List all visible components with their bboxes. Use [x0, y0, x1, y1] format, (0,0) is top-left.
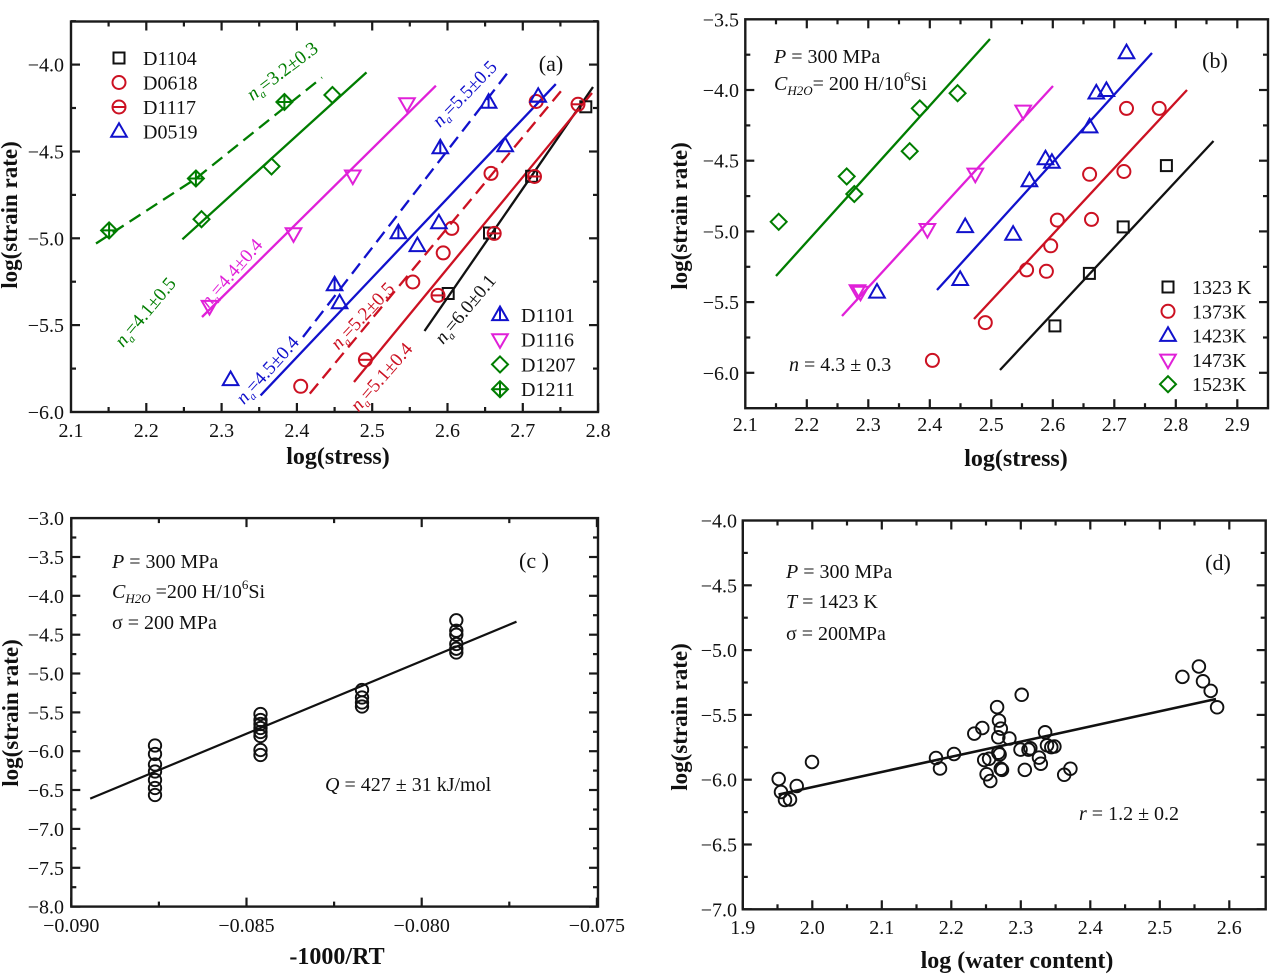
svg-text:-1000/RT: -1000/RT [289, 944, 384, 970]
svg-text:2.3: 2.3 [856, 414, 881, 436]
svg-text:log(stress): log(stress) [286, 444, 390, 470]
svg-text:−4.0: −4.0 [703, 80, 739, 102]
svg-text:−0.085: −0.085 [218, 915, 274, 937]
svg-text:P = 300 MPa: P = 300 MPa [773, 46, 880, 68]
svg-text:−4.0: −4.0 [28, 55, 64, 77]
svg-text:T = 1423 K: T = 1423 K [786, 591, 878, 613]
svg-text:σ = 200MPa: σ = 200MPa [786, 623, 886, 645]
svg-text:−8.0: −8.0 [28, 897, 64, 919]
svg-text:−5.0: −5.0 [703, 221, 739, 243]
svg-text:1.9: 1.9 [730, 917, 755, 939]
svg-text:−5.5: −5.5 [28, 702, 64, 724]
svg-text:−4.5: −4.5 [701, 575, 737, 597]
svg-text:log(strain rate): log(strain rate) [0, 141, 22, 289]
svg-text:−6.0: −6.0 [28, 402, 64, 424]
svg-text:P = 300 MPa: P = 300 MPa [785, 561, 892, 583]
svg-text:D0519: D0519 [143, 122, 197, 144]
svg-text:−4.5: −4.5 [28, 625, 64, 647]
svg-text:1473K: 1473K [1192, 350, 1247, 372]
svg-text:n = 4.3 ± 0.3: n = 4.3 ± 0.3 [789, 354, 891, 376]
svg-text:2.8: 2.8 [1163, 414, 1188, 436]
svg-text:2.3: 2.3 [209, 420, 234, 442]
svg-text:−5.0: −5.0 [701, 640, 737, 662]
svg-text:(c ): (c ) [519, 548, 549, 573]
svg-text:−4.5: −4.5 [28, 141, 64, 163]
svg-text:−5.5: −5.5 [701, 705, 737, 727]
svg-text:log(strain rate): log(strain rate) [667, 643, 692, 791]
svg-text:log(strain rate): log(strain rate) [667, 142, 692, 290]
svg-text:1373K: 1373K [1192, 301, 1247, 323]
svg-text:2.7: 2.7 [510, 420, 535, 442]
svg-text:1423K: 1423K [1192, 326, 1247, 348]
svg-text:2.6: 2.6 [1040, 414, 1065, 436]
svg-text:−4.0: −4.0 [28, 586, 64, 608]
svg-text:−5.5: −5.5 [703, 292, 739, 314]
svg-text:σ = 200 MPa: σ = 200 MPa [112, 612, 217, 634]
svg-text:−5.0: −5.0 [28, 228, 64, 250]
svg-text:2.1: 2.1 [733, 414, 758, 436]
svg-text:2.1: 2.1 [869, 917, 894, 939]
svg-text:log(strain rate): log(strain rate) [0, 639, 23, 787]
svg-text:2.6: 2.6 [1217, 917, 1242, 939]
svg-text:Q = 427 ± 31 kJ/mol: Q = 427 ± 31 kJ/mol [325, 774, 492, 796]
svg-text:2.5: 2.5 [360, 420, 385, 442]
svg-text:2.6: 2.6 [435, 420, 460, 442]
svg-text:−0.075: −0.075 [569, 915, 625, 937]
svg-text:−6.0: −6.0 [703, 363, 739, 385]
svg-text:2.2: 2.2 [794, 414, 819, 436]
svg-text:2.5: 2.5 [979, 414, 1004, 436]
svg-text:1523K: 1523K [1192, 374, 1247, 396]
svg-text:−4.5: −4.5 [703, 151, 739, 173]
svg-text:1323 K: 1323 K [1192, 277, 1252, 299]
svg-text:(d): (d) [1205, 550, 1231, 575]
svg-text:−6.5: −6.5 [28, 780, 64, 802]
svg-text:2.3: 2.3 [1008, 917, 1033, 939]
svg-text:−6.5: −6.5 [701, 835, 737, 857]
svg-text:log (water content): log (water content) [921, 948, 1114, 974]
svg-text:−7.0: −7.0 [701, 899, 737, 921]
svg-text:2.5: 2.5 [1147, 917, 1172, 939]
svg-text:D1211: D1211 [521, 379, 575, 401]
svg-text:−7.0: −7.0 [28, 819, 64, 841]
svg-text:D1117: D1117 [143, 97, 196, 119]
svg-text:log(stress): log(stress) [964, 446, 1068, 472]
svg-text:−0.090: −0.090 [43, 915, 99, 937]
svg-text:2.1: 2.1 [59, 420, 84, 442]
svg-text:r = 1.2 ± 0.2: r = 1.2 ± 0.2 [1079, 803, 1179, 825]
svg-text:(b): (b) [1202, 48, 1228, 73]
svg-text:−6.0: −6.0 [701, 770, 737, 792]
svg-text:2.0: 2.0 [800, 917, 825, 939]
svg-text:−6.0: −6.0 [28, 741, 64, 763]
svg-text:−3.5: −3.5 [703, 9, 739, 31]
svg-text:−3.0: −3.0 [28, 508, 64, 530]
svg-text:−7.5: −7.5 [28, 858, 64, 880]
svg-text:2.4: 2.4 [284, 420, 309, 442]
svg-text:−3.5: −3.5 [28, 547, 64, 569]
svg-text:2.4: 2.4 [1078, 917, 1103, 939]
svg-text:−4.0: −4.0 [701, 511, 737, 533]
svg-text:D1101: D1101 [521, 305, 575, 327]
svg-text:−0.080: −0.080 [394, 915, 450, 937]
svg-text:CH2O= 200 H/106Si: CH2O= 200 H/106Si [774, 69, 928, 98]
svg-text:−5.5: −5.5 [28, 315, 64, 337]
svg-text:2.2: 2.2 [134, 420, 159, 442]
svg-text:D1104: D1104 [143, 48, 197, 70]
svg-text:−5.0: −5.0 [28, 664, 64, 686]
svg-text:D0618: D0618 [143, 73, 197, 95]
svg-text:2.8: 2.8 [586, 420, 611, 442]
svg-text:2.4: 2.4 [917, 414, 942, 436]
svg-text:D1207: D1207 [521, 354, 575, 376]
svg-text:D1116: D1116 [521, 330, 574, 352]
svg-text:CH2O =200 H/106Si: CH2O =200 H/106Si [112, 577, 266, 606]
svg-text:2.7: 2.7 [1102, 414, 1127, 436]
svg-text:2.9: 2.9 [1225, 414, 1250, 436]
svg-text:P = 300 MPa: P = 300 MPa [111, 551, 218, 573]
svg-text:(a): (a) [539, 51, 563, 76]
svg-text:2.2: 2.2 [939, 917, 964, 939]
